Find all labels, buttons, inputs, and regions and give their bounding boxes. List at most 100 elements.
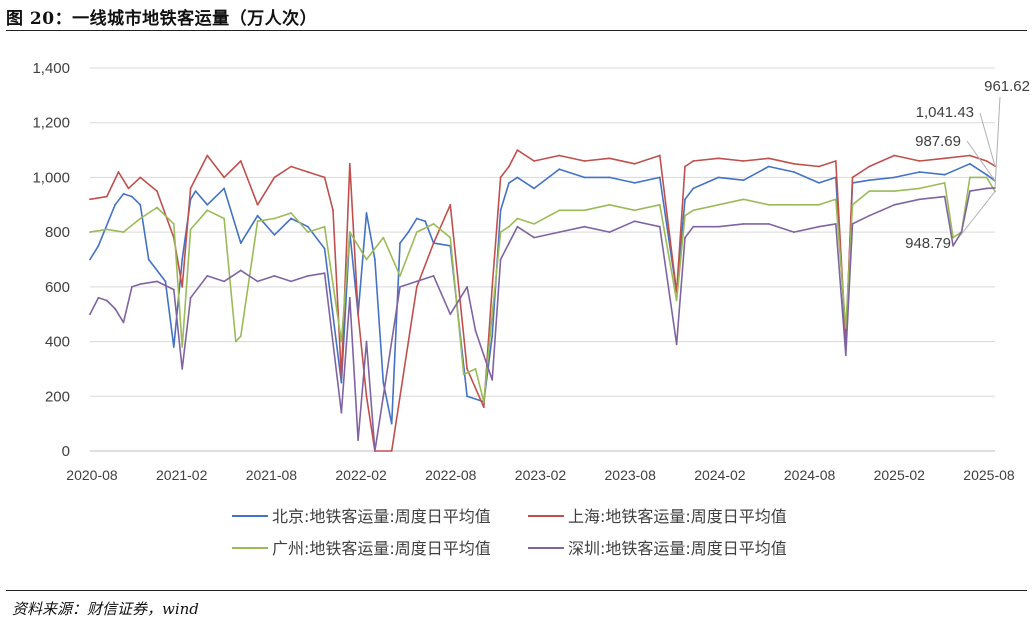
data-point (449, 203, 452, 206)
data-point (189, 228, 192, 231)
data-point (918, 187, 921, 190)
data-point (742, 198, 745, 201)
data-point (323, 247, 326, 250)
data-point (340, 411, 343, 414)
x-tick-label: 2024-02 (694, 467, 746, 483)
data-point (105, 299, 108, 302)
data-point (692, 225, 695, 228)
data-point (273, 176, 276, 179)
y-tick-label: 200 (45, 388, 70, 405)
data-point (181, 286, 184, 288)
data-point (684, 165, 686, 168)
data-point (969, 162, 971, 165)
data-point (172, 288, 175, 291)
x-axis-ticks: 2020-08 2021-02 2021-08 2022-02 2022-08 2023-… (66, 467, 1015, 483)
data-point (985, 187, 988, 190)
data-point (357, 313, 359, 316)
data-point (407, 231, 410, 234)
data-point (533, 187, 535, 190)
data-point (139, 283, 142, 285)
data-point (290, 212, 292, 214)
data-point (415, 217, 418, 220)
source-divider (6, 590, 1027, 591)
legend-label: 北京:地铁客运量:周度日平均值 (272, 507, 491, 526)
data-point (658, 154, 661, 157)
data-point (89, 231, 91, 234)
data-point (893, 154, 896, 157)
x-tick-label: 2022-08 (425, 467, 477, 483)
data-point (181, 346, 184, 348)
data-point (499, 258, 502, 261)
data-point (969, 176, 971, 179)
data-point (499, 176, 502, 179)
data-point (633, 162, 636, 165)
data-point (558, 231, 561, 234)
data-point (583, 160, 586, 162)
data-point (194, 190, 197, 193)
data-point (374, 258, 376, 261)
data-point (189, 296, 192, 299)
data-point (516, 149, 519, 152)
data-point (415, 280, 418, 283)
data-point (491, 335, 494, 337)
data-point (608, 157, 611, 160)
data-point (474, 329, 477, 332)
data-point (323, 225, 326, 228)
data-point (692, 209, 695, 212)
data-point (307, 225, 309, 228)
data-point (390, 422, 393, 425)
data-point (868, 179, 871, 182)
data-point (181, 258, 184, 261)
series-line-4 (89, 187, 996, 452)
annotation-leader (966, 140, 996, 182)
data-point (533, 223, 535, 225)
data-point (206, 209, 209, 212)
chart-grid (90, 67, 995, 452)
data-point (114, 203, 116, 206)
data-point (239, 160, 242, 162)
data-point (943, 173, 946, 176)
data-point (952, 244, 954, 247)
data-point (432, 275, 435, 277)
data-point (156, 190, 158, 193)
figure-title: 图 20：一线城市地铁客运量（万人次） (6, 9, 318, 29)
series-line-1 (89, 163, 996, 425)
data-point (684, 214, 686, 217)
data-point (105, 228, 108, 231)
legend-label: 上海:地铁客运量:周度日平均值 (568, 507, 787, 526)
data-point (239, 242, 242, 245)
data-point (851, 176, 854, 179)
x-tick-label: 2023-02 (515, 467, 567, 483)
data-point (943, 182, 946, 184)
data-point (348, 162, 351, 165)
source-note: 资料来源：财信证券，wind (12, 600, 199, 618)
data-point (482, 400, 485, 403)
data-point (834, 160, 837, 162)
data-point (223, 187, 226, 190)
data-point (491, 379, 494, 381)
data-point (365, 395, 368, 398)
data-point (918, 160, 921, 162)
y-axis-ticks: 0 200 400 600 800 1,000 1,200 1,400 (32, 60, 70, 460)
data-point (508, 225, 510, 228)
data-point (868, 214, 871, 217)
x-tick-label: 2022-02 (335, 467, 387, 483)
data-point (131, 195, 133, 198)
data-point (943, 157, 946, 160)
data-point (717, 157, 720, 160)
chart-legend: 北京:地铁客运量:周度日平均值 上海:地铁客运量:周度日平均值广州:地铁客运量:周… (232, 507, 787, 558)
data-point (97, 244, 100, 247)
data-point (449, 236, 452, 239)
data-point (985, 176, 988, 179)
data-point (717, 203, 720, 206)
data-point (432, 223, 435, 225)
data-point (462, 373, 465, 376)
data-point (482, 406, 485, 409)
data-point (290, 280, 292, 283)
data-point (717, 176, 720, 179)
y-tick-label: 1,200 (32, 115, 70, 132)
data-point (834, 223, 837, 225)
data-point (516, 176, 519, 179)
data-point (491, 286, 494, 288)
data-point (223, 280, 226, 283)
